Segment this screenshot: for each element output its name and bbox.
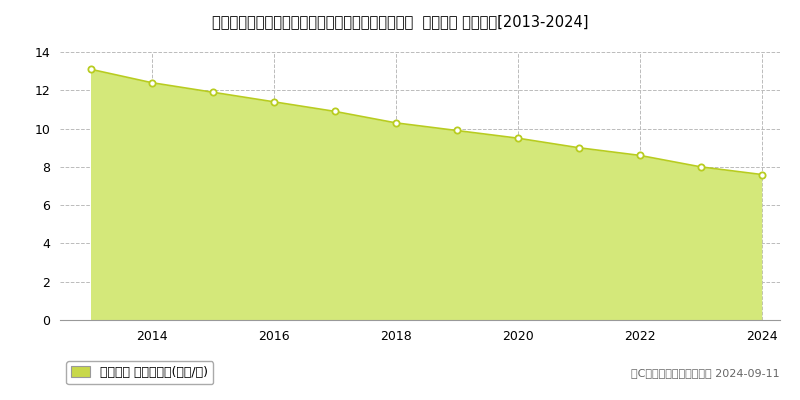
Legend: 地価公示 平均坪単価(万円/坪): 地価公示 平均坪単価(万円/坪): [66, 361, 213, 384]
Text: 岩手県岩手郡岩手町大字沼宮内第７地割２４番１外  地価公示 地価推移[2013-2024]: 岩手県岩手郡岩手町大字沼宮内第７地割２４番１外 地価公示 地価推移[2013-2…: [212, 14, 588, 29]
Text: （C）土地価格ドットコム 2024-09-11: （C）土地価格ドットコム 2024-09-11: [631, 368, 780, 378]
